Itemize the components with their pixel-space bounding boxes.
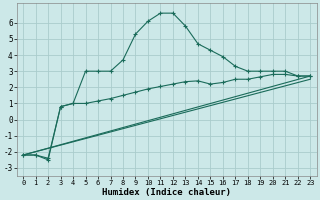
X-axis label: Humidex (Indice chaleur): Humidex (Indice chaleur): [102, 188, 231, 197]
